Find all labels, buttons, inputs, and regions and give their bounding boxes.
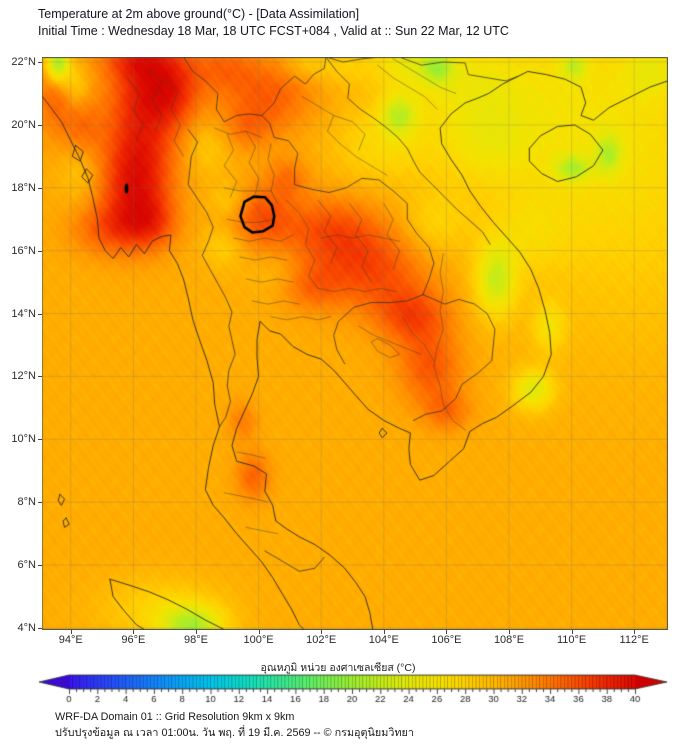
y-axis-label: 14°N [11,307,36,320]
x-axis-tick [634,630,636,634]
x-axis-label: 100°E [243,634,274,646]
y-axis-label: 4°N [17,621,36,634]
x-axis-tick [321,630,323,634]
map-title: Temperature at 2m above ground(°C) - [Da… [38,7,360,21]
x-axis-tick [383,630,385,634]
footer-domain-info: WRF-DA Domain 01 :: Grid Resolution 9km … [55,711,295,723]
title-block: Temperature at 2m above ground(°C) - [Da… [38,6,509,40]
y-axis-tick [38,62,42,64]
y-axis-tick [38,187,42,189]
y-axis-label: 18°N [11,181,36,194]
x-axis-label: 94°E [58,634,83,646]
x-axis-tick [70,630,72,634]
y-axis-label: 6°N [17,559,36,572]
x-axis-tick [571,630,573,634]
x-axis-tick [258,630,260,634]
y-axis-tick [38,124,42,126]
y-axis-label: 22°N [11,56,36,69]
x-axis-label: 98°E [183,634,208,646]
y-axis-label: 16°N [11,244,36,257]
footer-block: WRF-DA Domain 01 :: Grid Resolution 9km … [55,709,414,741]
y-axis-label: 10°N [11,433,36,446]
x-axis-tick [508,630,510,634]
y-axis-tick [38,250,42,252]
x-axis-tick [446,630,448,634]
x-axis-label: 110°E [556,634,587,646]
y-axis-tick [38,376,42,378]
y-axis-label: 8°N [17,496,36,509]
y-axis-label: 12°N [11,370,36,383]
map-canvas [42,57,668,630]
x-axis-tick [133,630,135,634]
x-axis-tick [195,630,197,634]
y-axis-label: 20°N [11,118,36,131]
y-axis-tick [38,439,42,441]
y-axis-tick [38,627,42,629]
map-subtitle: Initial Time : Wednesday 18 Mar, 18 UTC … [38,24,509,38]
x-axis-label: 104°E [368,634,399,646]
x-axis-label: 108°E [493,634,525,646]
y-axis-tick [38,565,42,567]
map-plot [42,57,668,630]
x-axis-label: 96°E [121,634,146,646]
x-axis-label: 106°E [431,634,462,646]
y-axis-tick [38,313,42,315]
footer-update-info: ปรับปรุงข้อมูล ณ เวลา 01:00น. วัน พฤ. ที… [55,727,414,739]
colorbar-canvas [0,671,676,705]
x-axis-label: 102°E [306,634,337,646]
y-axis-tick [38,502,42,504]
x-axis-label: 112°E [619,634,649,646]
